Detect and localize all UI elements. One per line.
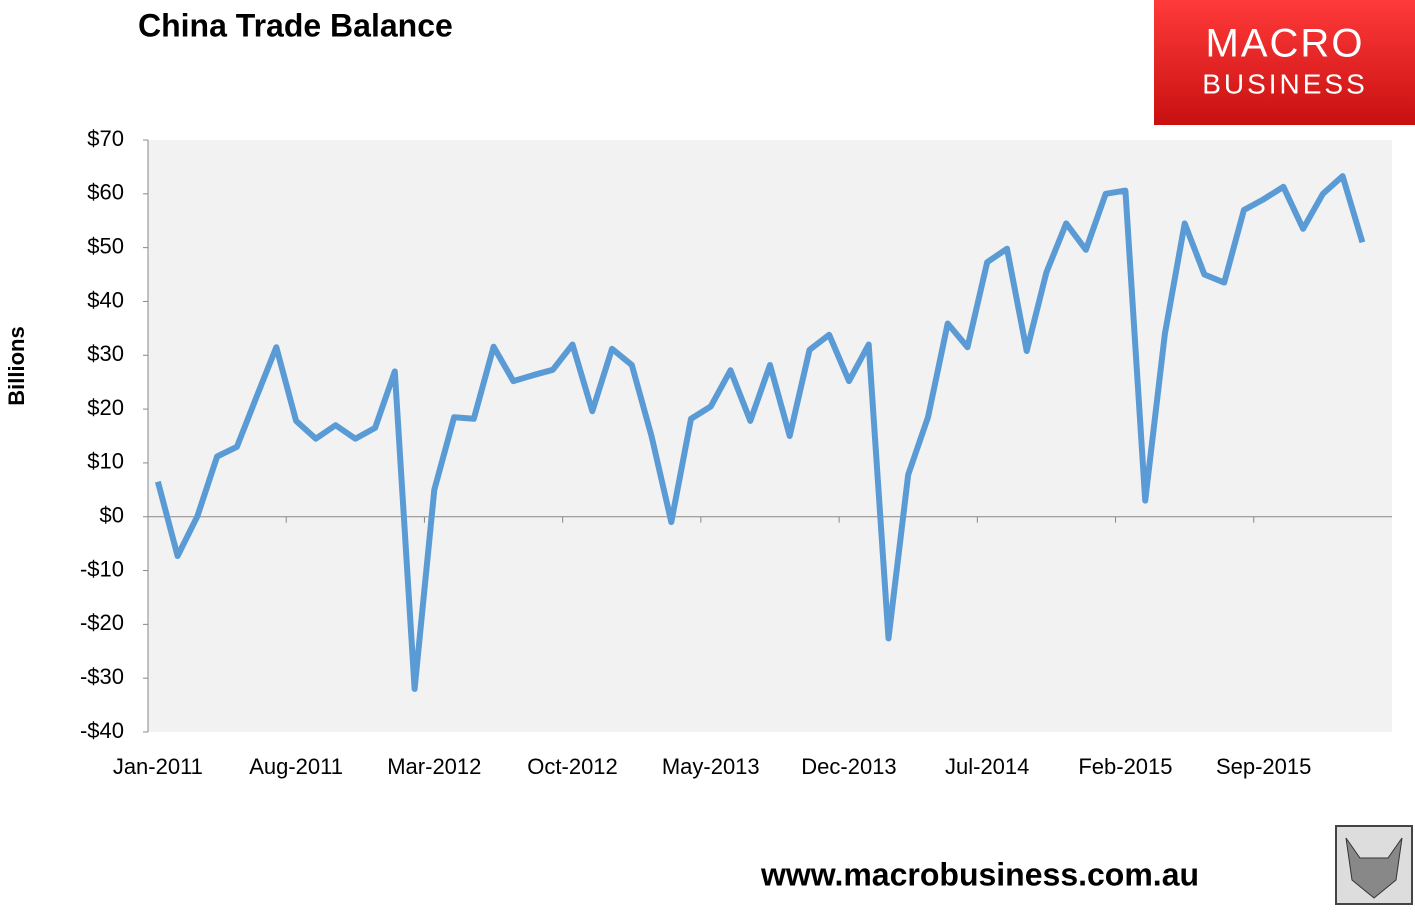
x-tick-label: Aug-2011 [249, 754, 343, 779]
y-tick-label: $0 [100, 503, 124, 528]
logo-text: BUSINESS [1202, 68, 1368, 99]
x-tick-label: Oct-2012 [527, 754, 618, 779]
footer: www.macrobusiness.com.au [760, 856, 1199, 892]
y-tick-label: -$30 [80, 664, 124, 689]
x-tick-label: May-2013 [662, 754, 760, 779]
chart-title: China Trade Balance [138, 7, 453, 43]
x-tick-label: Dec-2013 [801, 754, 896, 779]
y-axis-label: Billions [4, 326, 29, 405]
y-tick-label: -$20 [80, 610, 124, 635]
y-tick-label: $50 [87, 233, 124, 258]
y-tick-label: -$10 [80, 556, 124, 581]
x-tick-label: Jan-2011 [113, 754, 203, 779]
y-tick-label: $20 [87, 395, 124, 420]
y-tick-label: $10 [87, 449, 124, 474]
y-tick-label: $30 [87, 341, 124, 366]
y-tick-label: -$40 [80, 718, 124, 743]
plot-area [148, 140, 1392, 732]
x-tick-label: Jul-2014 [945, 754, 1029, 779]
y-tick-label: $40 [87, 287, 124, 312]
wolf-icon [1345, 837, 1403, 899]
logo [1154, 0, 1415, 125]
x-tick-label: Mar-2012 [387, 754, 481, 779]
x-tick-label: Feb-2015 [1078, 754, 1172, 779]
logo-text: MACRO [1206, 22, 1365, 66]
y-tick-label: $70 [87, 126, 124, 151]
line [155, 173, 1366, 692]
y-tick-label: $60 [87, 180, 124, 205]
x-tick-label: Sep-2015 [1216, 754, 1311, 779]
